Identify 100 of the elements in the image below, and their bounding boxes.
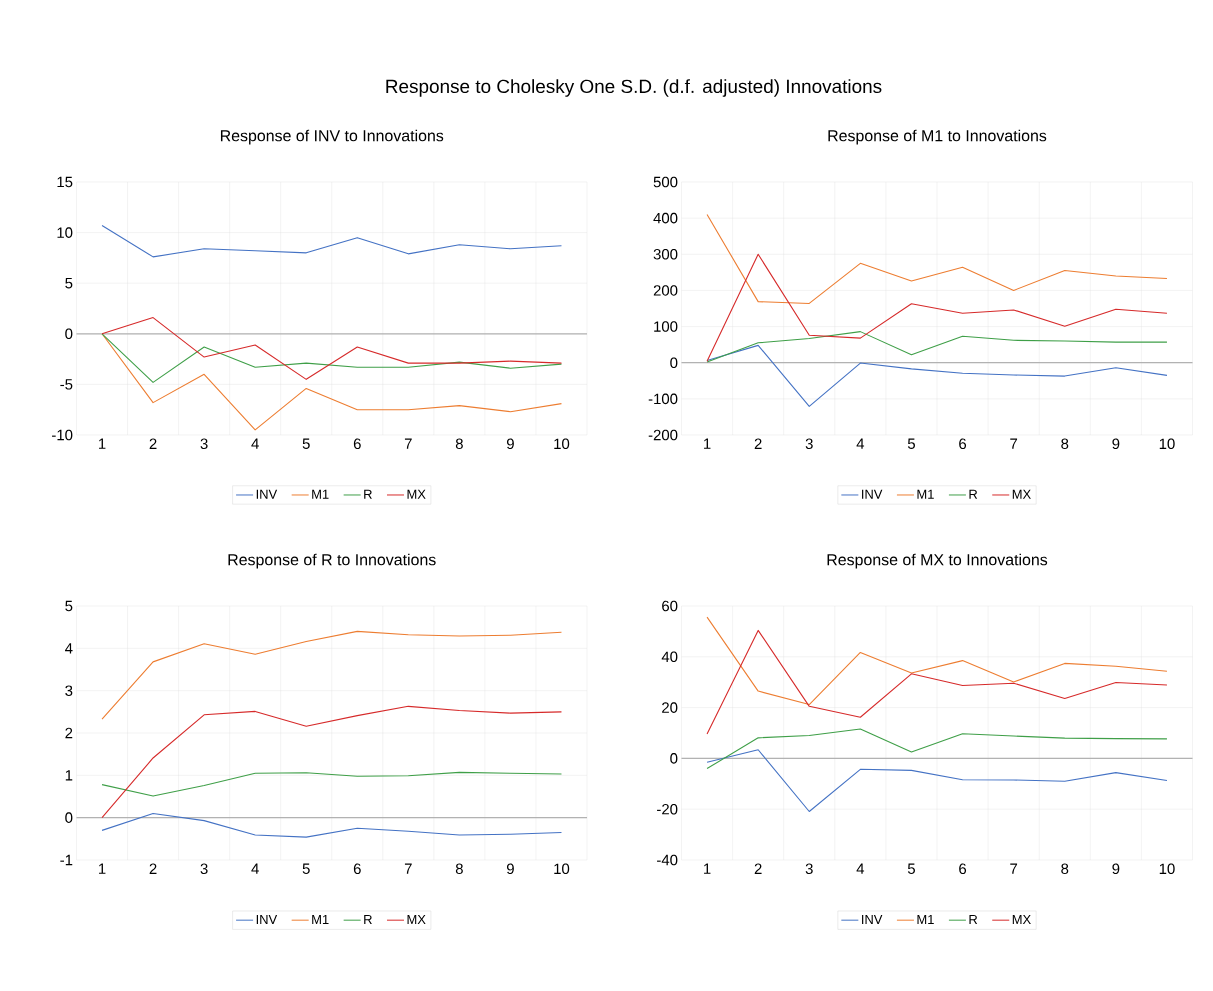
chart-title: Response of INV to Innovations <box>220 129 444 145</box>
x-tick-label: 8 <box>1061 438 1069 450</box>
legend-label: MX <box>1012 489 1031 499</box>
x-tick-label: 10 <box>554 863 570 875</box>
x-tick-label: 7 <box>1010 863 1018 874</box>
line-series <box>101 333 563 431</box>
legend-label: R <box>969 489 978 499</box>
line-series <box>706 629 1168 735</box>
y-tick-label: 40 <box>661 651 678 663</box>
line-series <box>101 317 563 380</box>
x-tick-label: 7 <box>1010 438 1018 449</box>
y-tick-label: 3 <box>65 685 73 696</box>
legend-label: INV <box>256 914 278 924</box>
x-tick-label: 2 <box>149 863 157 874</box>
y-tick-label: -10 <box>52 429 73 441</box>
x-tick-label: 9 <box>1112 863 1120 875</box>
x-tick-label: 4 <box>251 438 259 449</box>
line-series <box>101 771 563 797</box>
y-tick-label: 15 <box>57 176 73 188</box>
x-tick-label: 10 <box>1159 438 1175 450</box>
y-tick-label: 300 <box>653 248 678 260</box>
line-series <box>101 705 563 819</box>
x-tick-label: 6 <box>353 438 361 450</box>
x-tick-label: 7 <box>404 863 412 874</box>
x-tick-label: 2 <box>149 438 157 449</box>
line-series <box>706 728 1168 770</box>
line-series <box>706 749 1168 813</box>
y-tick-label: -200 <box>648 429 678 441</box>
legend-label: MX <box>407 489 426 499</box>
x-tick-label: 9 <box>506 438 514 450</box>
x-tick-label: 5 <box>907 863 915 874</box>
x-tick-label: 9 <box>1112 438 1120 450</box>
x-tick-label: 3 <box>200 863 208 875</box>
x-tick-label: 1 <box>704 863 711 874</box>
line-series <box>101 224 563 258</box>
legend-label: MX <box>407 914 426 924</box>
y-tick-label: 0 <box>65 328 73 340</box>
y-tick-label: 2 <box>65 727 73 739</box>
legend-label: M1 <box>917 914 934 924</box>
line-series <box>706 344 1168 407</box>
y-tick-label: -100 <box>648 393 678 405</box>
y-tick-label: 20 <box>662 702 678 713</box>
x-tick-label: 4 <box>251 863 259 874</box>
x-tick-label: 4 <box>856 438 865 449</box>
line-series <box>706 253 1168 362</box>
y-tick-label: 60 <box>662 600 678 612</box>
x-tick-label: 6 <box>353 863 361 875</box>
y-tick-label: -40 <box>657 854 678 866</box>
x-tick-label: 2 <box>754 438 762 449</box>
x-tick-label: 2 <box>754 863 762 874</box>
x-tick-label: 3 <box>805 438 813 450</box>
line-series <box>101 812 563 838</box>
text: Response to Cholesky One S.D. (d.f. adjusted) Innovations <box>386 79 882 97</box>
legend-label: M1 <box>917 489 934 499</box>
y-tick-label: 5 <box>65 600 73 612</box>
legend-label: INV <box>256 489 278 499</box>
legend-label: INV <box>862 914 883 924</box>
line-series <box>706 616 1168 706</box>
x-tick-label: 3 <box>805 863 813 875</box>
line-series <box>706 213 1168 304</box>
y-tick-label: 0 <box>670 753 678 764</box>
y-tick-label: 5 <box>65 277 73 289</box>
x-tick-label: 1 <box>99 438 106 449</box>
legend-label: R <box>969 914 978 924</box>
y-tick-label: 400 <box>653 212 678 224</box>
y-tick-label: 1 <box>65 770 73 781</box>
x-tick-label: 3 <box>200 438 208 450</box>
legend-label: R <box>364 489 372 499</box>
chart-title: Response of MX to Innovations <box>827 553 1048 569</box>
chart-title: Response of M1 to Innovations <box>828 129 1047 145</box>
y-tick-label: -5 <box>60 379 73 390</box>
y-tick-label: 100 <box>654 321 678 332</box>
y-tick-label: 4 <box>65 643 73 654</box>
x-tick-label: 8 <box>1061 863 1069 875</box>
line-series <box>706 331 1168 363</box>
x-tick-label: 5 <box>302 438 310 449</box>
legend-label: INV <box>862 489 883 499</box>
y-tick-label: 500 <box>653 176 678 188</box>
x-tick-label: 5 <box>907 438 915 449</box>
x-tick-label: 7 <box>404 438 412 449</box>
y-tick-label: 200 <box>653 285 678 296</box>
x-tick-label: 9 <box>506 863 514 875</box>
x-tick-label: 8 <box>455 863 463 875</box>
y-tick-label: 0 <box>670 357 678 368</box>
chart-title: Response of R to Innovations <box>228 553 436 569</box>
x-tick-label: 6 <box>959 438 967 450</box>
x-tick-label: 10 <box>554 438 570 450</box>
y-tick-label: -20 <box>657 803 678 815</box>
legend-label: MX <box>1012 914 1031 924</box>
legend-label: R <box>364 914 372 924</box>
line-series <box>101 630 563 720</box>
x-tick-label: 8 <box>455 438 463 450</box>
y-tick-label: 0 <box>65 812 73 823</box>
x-tick-label: 5 <box>302 863 310 874</box>
y-tick-label: 10 <box>57 227 73 238</box>
line-series <box>101 333 563 383</box>
x-tick-label: 10 <box>1159 863 1175 875</box>
x-tick-label: 4 <box>856 863 865 874</box>
legend-label: M1 <box>312 914 329 924</box>
legend-label: M1 <box>312 489 329 499</box>
